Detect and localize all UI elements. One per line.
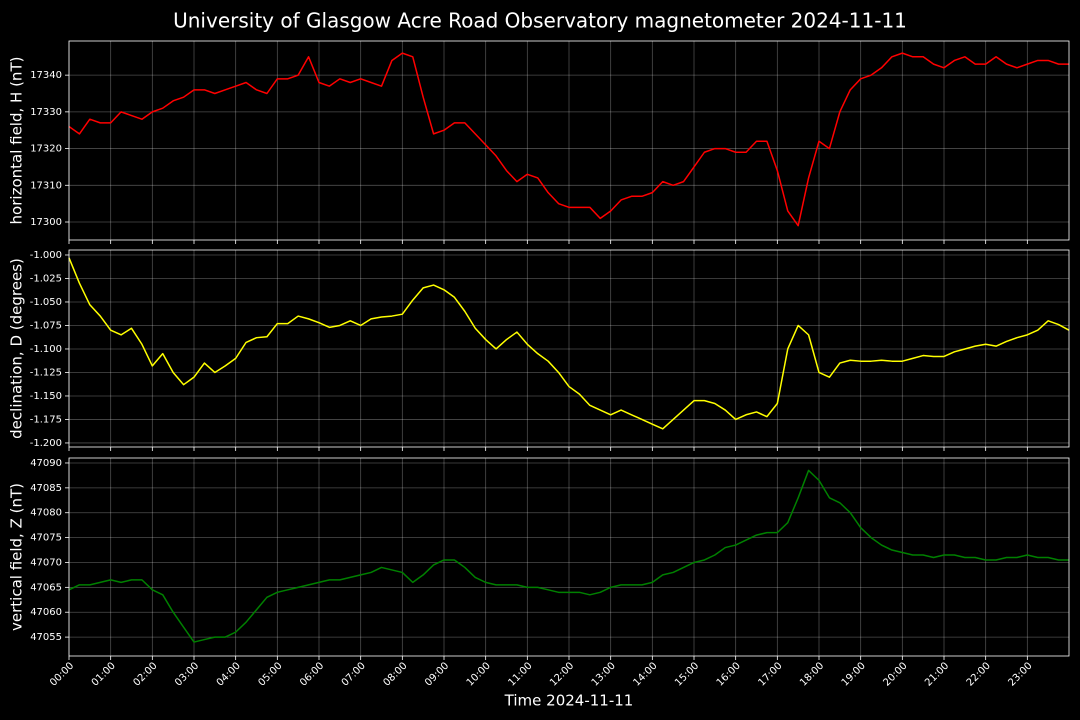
y-tick-label: 17320 <box>30 144 62 155</box>
y-tick-label: -1.175 <box>30 414 62 425</box>
y-tick-label: 47090 <box>30 458 62 469</box>
plot-frame <box>68 40 1070 241</box>
x-tick-label: 04:00 <box>215 660 243 688</box>
data-line <box>68 257 1070 430</box>
x-tick-label: 23:00 <box>1006 660 1034 688</box>
y-tick-label: 47080 <box>30 508 62 519</box>
x-tick-label: 16:00 <box>715 660 743 688</box>
y-tick-label: -1.075 <box>30 320 62 331</box>
x-axis-label: Time 2024-11-11 <box>504 692 634 710</box>
x-tick-label: 14:00 <box>631 660 659 688</box>
x-tick-label: 09:00 <box>423 660 451 688</box>
y-tick-label: -1.100 <box>30 344 62 355</box>
x-tick-label: 06:00 <box>298 660 326 688</box>
x-tick-label: 21:00 <box>923 660 951 688</box>
y-tick-label: 17300 <box>30 217 62 228</box>
y-tick-label: 47065 <box>30 582 62 593</box>
y-tick-label: -1.050 <box>30 297 62 308</box>
y-tick-label: 47085 <box>30 483 62 494</box>
x-tick-label: 07:00 <box>340 660 368 688</box>
x-tick-label: 20:00 <box>881 660 909 688</box>
x-tick-label: 12:00 <box>548 660 576 688</box>
x-tick-label: 15:00 <box>673 660 701 688</box>
y-tick-label: 47070 <box>30 557 62 568</box>
y-axis-label: declination, D (degrees) <box>8 258 26 439</box>
y-tick-label: -1.200 <box>30 438 62 449</box>
x-tick-label: 01:00 <box>90 660 118 688</box>
x-tick-label: 05:00 <box>256 660 284 688</box>
x-tick-label: 13:00 <box>590 660 618 688</box>
x-tick-label: 10:00 <box>465 660 493 688</box>
x-tick-label: 17:00 <box>756 660 784 688</box>
chart-title: University of Glasgow Acre Road Observat… <box>173 9 907 33</box>
plot-frame <box>68 457 1070 657</box>
y-tick-label: -1.150 <box>30 391 62 402</box>
x-tick-label: 00:00 <box>48 660 76 688</box>
y-tick-label: 17340 <box>30 70 62 81</box>
plot-frame <box>68 249 1070 448</box>
x-tick-label: 22:00 <box>965 660 993 688</box>
x-tick-label: 03:00 <box>173 660 201 688</box>
y-tick-label: 17330 <box>30 107 62 118</box>
x-tick-label: 08:00 <box>381 660 409 688</box>
x-tick-label: 19:00 <box>840 660 868 688</box>
y-tick-label: 47060 <box>30 607 62 618</box>
y-tick-label: -1.125 <box>30 367 62 378</box>
y-tick-label: -1.025 <box>30 273 62 284</box>
data-line <box>68 469 1069 643</box>
x-tick-label: 11:00 <box>506 660 534 688</box>
y-tick-label: 47055 <box>30 632 62 643</box>
y-tick-label: -1.000 <box>30 250 62 261</box>
y-axis-label: vertical field, Z (nT) <box>8 483 26 631</box>
y-tick-label: 17310 <box>30 180 62 191</box>
x-tick-label: 18:00 <box>798 660 826 688</box>
y-axis-label: horizontal field, H (nT) <box>8 57 26 225</box>
data-line <box>68 52 1069 227</box>
x-tick-label: 02:00 <box>131 660 159 688</box>
y-tick-label: 47075 <box>30 533 62 544</box>
